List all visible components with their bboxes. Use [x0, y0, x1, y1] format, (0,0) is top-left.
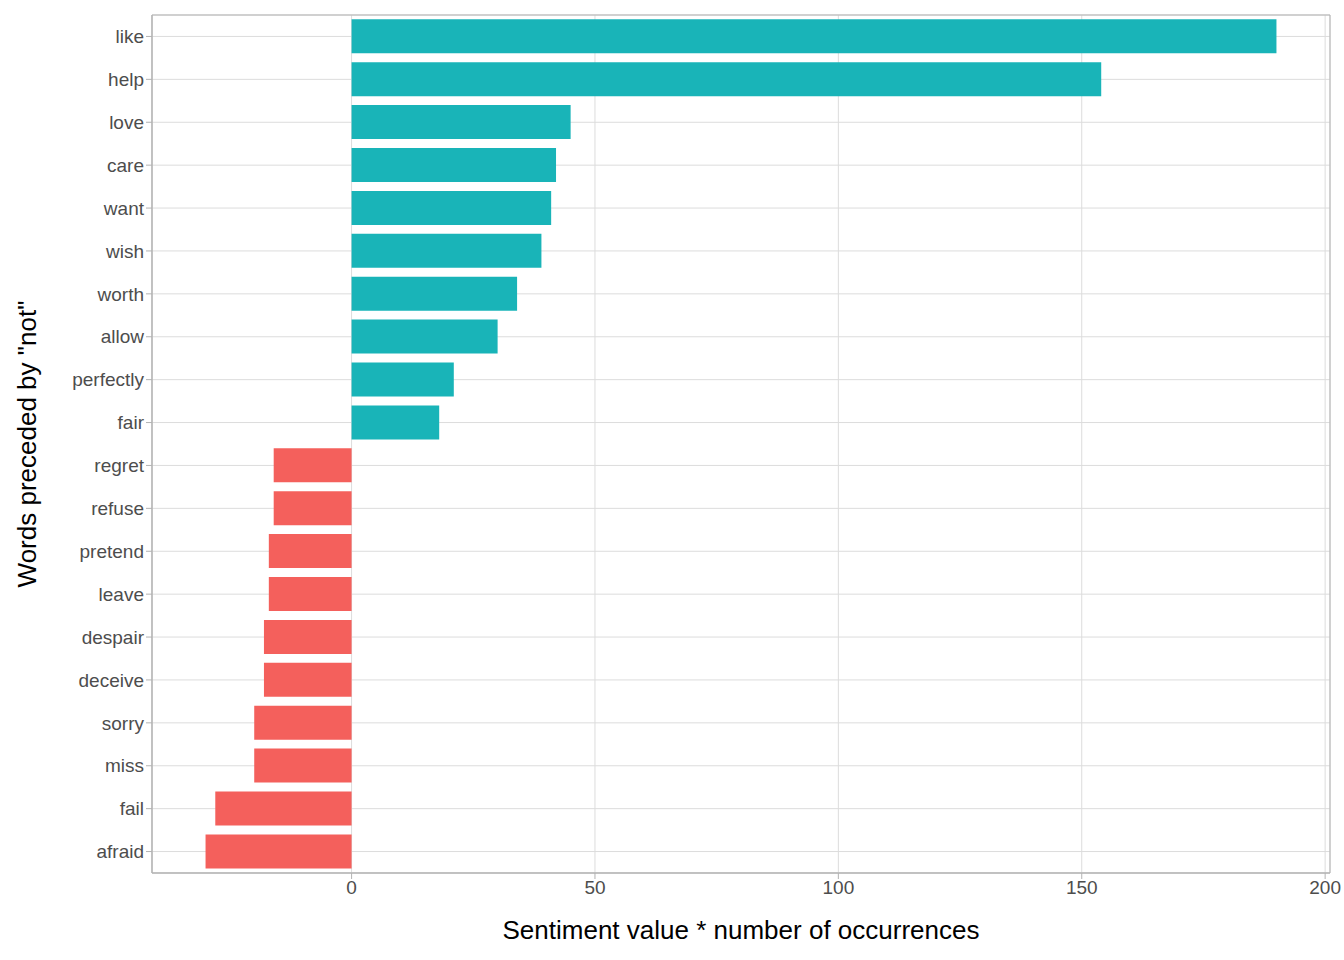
svg-text:wish: wish — [105, 241, 144, 262]
svg-text:sorry: sorry — [102, 713, 145, 734]
svg-text:fair: fair — [118, 412, 145, 433]
svg-text:50: 50 — [584, 877, 605, 898]
svg-text:want: want — [103, 198, 145, 219]
svg-text:worth: worth — [97, 284, 144, 305]
svg-text:afraid: afraid — [96, 841, 144, 862]
svg-text:Words preceded by "not": Words preceded by "not" — [12, 301, 42, 588]
svg-text:perfectly: perfectly — [72, 369, 144, 390]
svg-text:miss: miss — [105, 755, 144, 776]
svg-text:100: 100 — [823, 877, 855, 898]
svg-text:love: love — [109, 112, 144, 133]
svg-text:refuse: refuse — [91, 498, 144, 519]
svg-text:deceive: deceive — [79, 670, 145, 691]
svg-text:like: like — [115, 26, 144, 47]
svg-text:allow: allow — [101, 326, 145, 347]
svg-text:leave: leave — [99, 584, 144, 605]
svg-text:help: help — [108, 69, 144, 90]
svg-text:care: care — [107, 155, 144, 176]
svg-text:150: 150 — [1066, 877, 1098, 898]
svg-text:Sentiment value * number of oc: Sentiment value * number of occurrences — [503, 915, 980, 945]
svg-text:regret: regret — [94, 455, 144, 476]
svg-text:200: 200 — [1309, 877, 1341, 898]
svg-text:despair: despair — [82, 627, 145, 648]
svg-text:pretend: pretend — [80, 541, 144, 562]
svg-text:0: 0 — [346, 877, 357, 898]
svg-text:fail: fail — [120, 798, 144, 819]
